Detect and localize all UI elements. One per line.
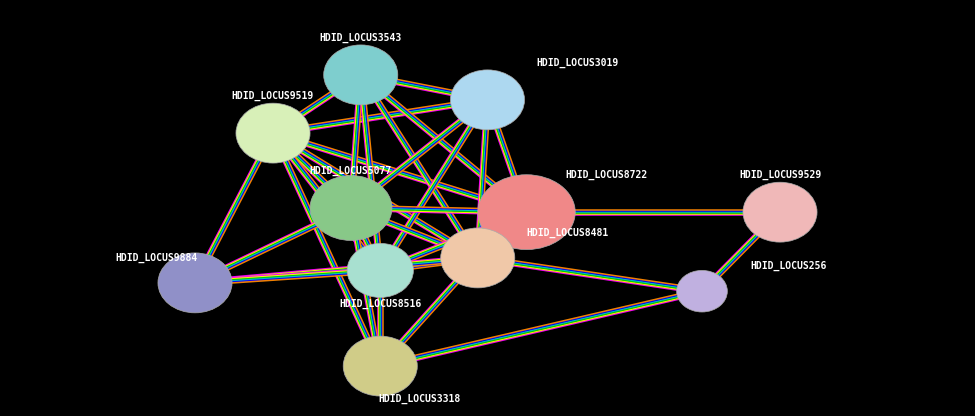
Text: HDID_LOCUS8516: HDID_LOCUS8516 bbox=[339, 299, 421, 309]
Ellipse shape bbox=[310, 176, 392, 240]
Ellipse shape bbox=[677, 270, 727, 312]
Text: HDID_LOCUS3019: HDID_LOCUS3019 bbox=[536, 57, 618, 67]
Ellipse shape bbox=[450, 70, 525, 130]
Text: HDID_LOCUS3318: HDID_LOCUS3318 bbox=[378, 394, 460, 404]
Text: HDID_LOCUS8722: HDID_LOCUS8722 bbox=[566, 170, 647, 180]
Ellipse shape bbox=[324, 45, 398, 105]
Text: HDID_LOCUS5077: HDID_LOCUS5077 bbox=[310, 166, 392, 176]
Ellipse shape bbox=[343, 336, 417, 396]
Text: HDID_LOCUS9884: HDID_LOCUS9884 bbox=[115, 253, 197, 263]
Ellipse shape bbox=[236, 103, 310, 163]
Text: HDID_LOCUS9519: HDID_LOCUS9519 bbox=[232, 91, 314, 101]
Text: HDID_LOCUS256: HDID_LOCUS256 bbox=[751, 261, 827, 271]
Text: HDID_LOCUS9529: HDID_LOCUS9529 bbox=[739, 170, 821, 180]
Text: HDID_LOCUS3543: HDID_LOCUS3543 bbox=[320, 32, 402, 42]
Ellipse shape bbox=[158, 253, 232, 313]
Ellipse shape bbox=[347, 243, 413, 297]
Ellipse shape bbox=[478, 175, 575, 250]
Ellipse shape bbox=[743, 182, 817, 242]
Ellipse shape bbox=[441, 228, 515, 288]
Text: HDID_LOCUS8481: HDID_LOCUS8481 bbox=[526, 228, 608, 238]
